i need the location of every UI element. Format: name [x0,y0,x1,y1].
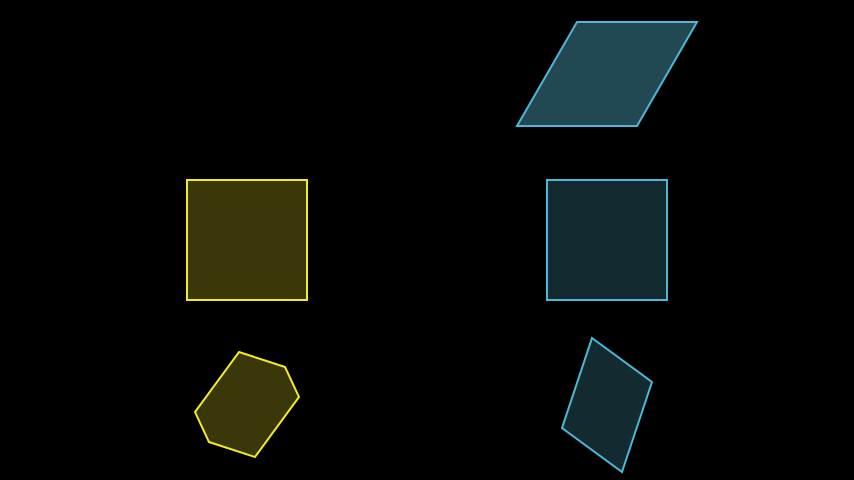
cyan-square [546,179,668,301]
cyan-rhombus [560,336,654,474]
cyan-parallelogram [515,21,699,127]
yellow-square [186,179,308,301]
yellow-hexagon [193,350,301,459]
